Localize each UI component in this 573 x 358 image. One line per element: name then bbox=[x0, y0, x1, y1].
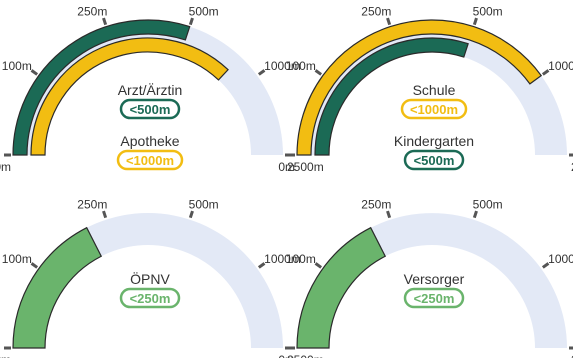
gauge-3: 0m 100m 250m 500m 1000m 2500m ÖPNV <250m bbox=[0, 197, 324, 358]
gauge-tick bbox=[314, 69, 323, 76]
gauge-tick bbox=[386, 210, 392, 219]
badge-text: <1000m bbox=[126, 153, 174, 168]
gauge-tick bbox=[30, 69, 39, 76]
gauge-1: 0m 100m 250m 500m 1000m 2500m Arzt/Ärztin <500m… bbox=[0, 4, 324, 174]
tick-label: 100m bbox=[286, 59, 316, 73]
gauge-tick bbox=[541, 69, 550, 76]
gauge-band-0 bbox=[296, 19, 543, 156]
category-label: ÖPNV bbox=[130, 270, 170, 287]
badge-text: <500m bbox=[130, 102, 171, 117]
badge bbox=[403, 149, 465, 171]
gauge-tick bbox=[188, 210, 194, 219]
tick-label: 1000m bbox=[548, 252, 573, 266]
badge-text: <250m bbox=[414, 291, 455, 306]
gauge-2: 0m 100m 250m 500m 1000m 2500m Schule <1000m Kind… bbox=[278, 4, 573, 174]
tick-label: 0m bbox=[0, 160, 11, 174]
tick-label: 250m bbox=[77, 4, 107, 18]
gauge-4: 0m 100m 250m 500m 1000m 2500m Versorger <250m bbox=[278, 197, 573, 358]
gauge-tick bbox=[188, 17, 194, 26]
gauge-band-0 bbox=[12, 19, 191, 156]
tick-label: 1000m bbox=[548, 59, 573, 73]
category-label: Arzt/Ärztin bbox=[118, 82, 183, 98]
badge bbox=[119, 287, 181, 309]
category-label: Schule bbox=[413, 82, 456, 98]
badge bbox=[119, 98, 181, 120]
gauge-tick bbox=[541, 262, 550, 269]
tick-label: 250m bbox=[77, 197, 107, 211]
category-label: Kindergarten bbox=[394, 133, 474, 149]
gauge-tick bbox=[102, 210, 108, 219]
badge bbox=[116, 149, 184, 171]
gauge-tick bbox=[386, 17, 392, 26]
tick-label: 100m bbox=[286, 252, 316, 266]
gauge-band-0 bbox=[296, 226, 387, 349]
gauge-tick bbox=[30, 262, 39, 269]
category-label: Apotheke bbox=[120, 133, 179, 149]
tick-label: 0m bbox=[278, 160, 295, 174]
tick-label: 100m bbox=[2, 59, 32, 73]
tick-label: 2500m bbox=[287, 353, 324, 358]
tick-label: 250m bbox=[361, 197, 391, 211]
gauge-tick bbox=[257, 69, 266, 76]
badge-text: <1000m bbox=[410, 102, 458, 117]
gauge-tick bbox=[102, 17, 108, 26]
tick-label: 1000m bbox=[264, 59, 301, 73]
badge bbox=[403, 287, 465, 309]
gauge-band-0 bbox=[12, 226, 103, 349]
tick-label: 0m bbox=[278, 353, 295, 358]
gauge-tick bbox=[472, 210, 478, 219]
tick-label: 1000m bbox=[264, 252, 301, 266]
gauge-tick bbox=[314, 262, 323, 269]
tick-label: 500m bbox=[473, 4, 503, 18]
tick-label: 2500m bbox=[571, 160, 573, 174]
category-label: Versorger bbox=[404, 271, 465, 287]
tick-label: 500m bbox=[189, 197, 219, 211]
tick-label: 2500m bbox=[571, 353, 573, 358]
tick-label: 250m bbox=[361, 4, 391, 18]
tick-label: 500m bbox=[473, 197, 503, 211]
tick-label: 0m bbox=[0, 353, 11, 358]
gauge-tick bbox=[472, 17, 478, 26]
tick-label: 2500m bbox=[287, 160, 324, 174]
badge bbox=[400, 98, 468, 120]
tick-label: 100m bbox=[2, 252, 32, 266]
badge-text: <250m bbox=[130, 291, 171, 306]
badge-text: <500m bbox=[414, 153, 455, 168]
gauge-tick bbox=[257, 262, 266, 269]
gauge-band-1 bbox=[30, 37, 229, 156]
gauge-band-1 bbox=[314, 37, 469, 156]
tick-label: 500m bbox=[189, 4, 219, 18]
